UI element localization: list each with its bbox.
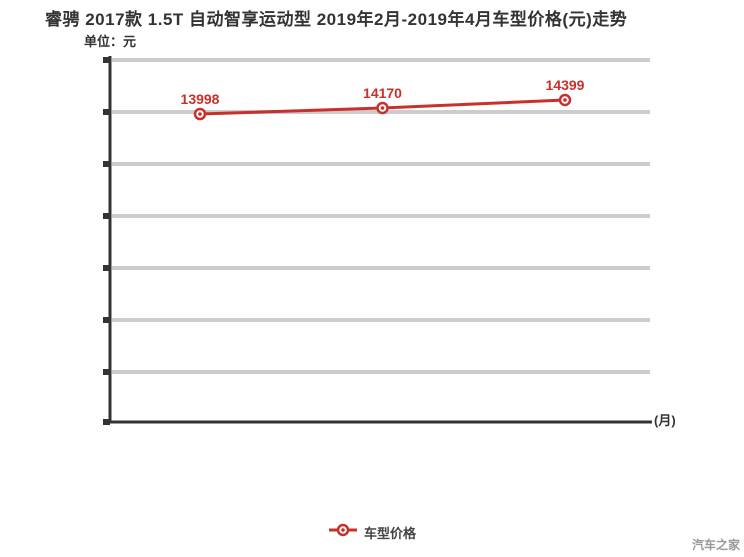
x-axis-label: (月) bbox=[654, 413, 676, 428]
watermark-autohome: 汽车之家 bbox=[691, 538, 740, 552]
data-point-label: 14170 bbox=[363, 85, 402, 101]
legend-label: 车型价格 bbox=[363, 526, 416, 541]
unit-label: 单位：元 bbox=[84, 34, 137, 49]
price-line-chart: 13998 14170 14399 bbox=[103, 56, 652, 425]
data-point-label: 14399 bbox=[546, 77, 585, 93]
legend: 车型价格 bbox=[0, 523, 744, 542]
legend-line-marker-icon bbox=[328, 523, 358, 542]
chart-title: 睿骋 2017款 1.5T 自动智享运动型 2019年2月-2019年4月车型价… bbox=[45, 10, 628, 29]
data-point-label: 13998 bbox=[181, 91, 220, 107]
